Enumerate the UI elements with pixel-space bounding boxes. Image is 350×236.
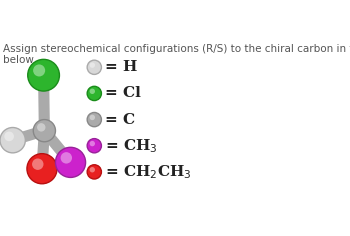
- Circle shape: [28, 59, 60, 91]
- Circle shape: [90, 63, 95, 68]
- Circle shape: [90, 141, 95, 146]
- Circle shape: [87, 60, 102, 74]
- Circle shape: [55, 147, 86, 177]
- Text: = CH$_2$CH$_3$: = CH$_2$CH$_3$: [105, 163, 192, 181]
- Circle shape: [87, 165, 102, 179]
- Circle shape: [4, 131, 14, 141]
- Circle shape: [87, 139, 102, 153]
- Text: = H: = H: [105, 60, 138, 74]
- Circle shape: [90, 115, 95, 120]
- Text: = Cl: = Cl: [105, 86, 141, 101]
- Circle shape: [87, 86, 102, 101]
- Circle shape: [61, 152, 72, 164]
- Circle shape: [32, 159, 43, 170]
- Text: Assign stereochemical configurations (R/S) to the chiral carbon in the molecule
: Assign stereochemical configurations (R/…: [3, 43, 350, 65]
- Circle shape: [37, 123, 46, 131]
- Circle shape: [90, 167, 95, 173]
- Circle shape: [33, 64, 45, 76]
- Circle shape: [33, 120, 55, 142]
- Text: = C: = C: [105, 113, 135, 126]
- Text: = CH$_3$: = CH$_3$: [105, 137, 158, 155]
- Circle shape: [87, 112, 102, 127]
- Circle shape: [90, 88, 95, 94]
- Circle shape: [0, 127, 25, 153]
- Circle shape: [27, 154, 57, 184]
